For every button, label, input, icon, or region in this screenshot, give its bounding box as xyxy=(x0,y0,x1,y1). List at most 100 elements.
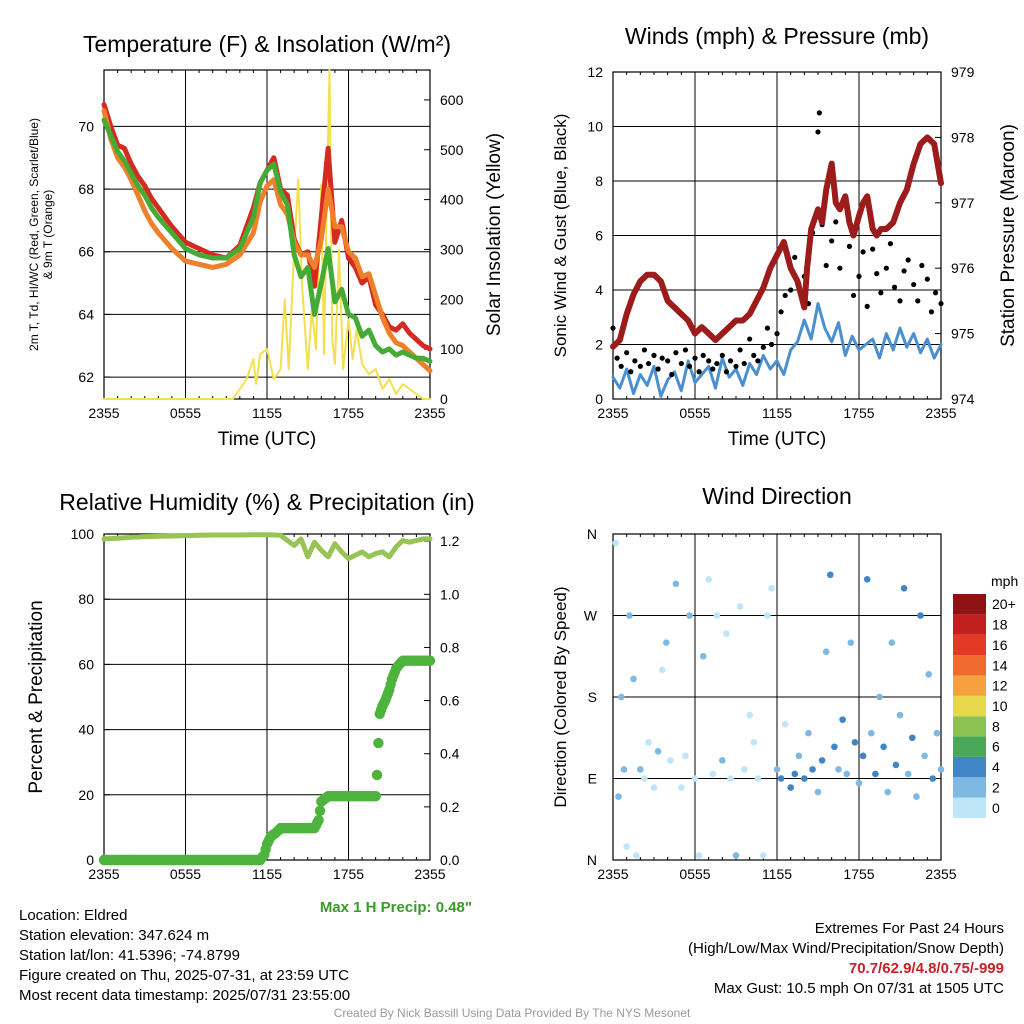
y-tick-label: 68 xyxy=(78,181,94,197)
gust-point xyxy=(723,369,730,375)
x-tick-label: 2355 xyxy=(925,405,956,421)
gust-point xyxy=(760,344,766,350)
wind-direction-point xyxy=(917,612,924,619)
gust-point xyxy=(887,241,894,247)
wind-direction-point xyxy=(855,779,863,787)
x-tick-label: 2355 xyxy=(88,405,119,421)
series-line-sonic-wind xyxy=(611,302,943,398)
wind-direction-point xyxy=(754,775,762,782)
x-tick-label: 1755 xyxy=(333,405,364,421)
y2-tick-label: 0.0 xyxy=(440,852,460,868)
wind-direction-point xyxy=(835,766,842,773)
colorbar-label: 12 xyxy=(992,678,1008,694)
gust-point xyxy=(788,287,794,293)
x-tick-label: 1155 xyxy=(762,866,792,882)
colorbar-label: 18 xyxy=(992,617,1008,633)
wind-direction-point xyxy=(827,571,834,579)
gust-point xyxy=(624,350,630,356)
gust-point xyxy=(686,363,693,369)
gust-point xyxy=(878,290,884,296)
gust-point xyxy=(618,363,624,369)
wind-direction-point xyxy=(781,720,789,728)
wind-direction-point xyxy=(880,743,887,751)
y2-tick-label: 0 xyxy=(440,391,448,407)
gust-point xyxy=(833,219,839,225)
y-tick-label: 0 xyxy=(86,852,94,868)
y-tick-label: 10 xyxy=(587,119,603,135)
x-tick-label: 0555 xyxy=(679,405,710,421)
x-tick-label: 1755 xyxy=(333,866,364,882)
y2-tick-label: 300 xyxy=(440,241,464,257)
wind-direction-point xyxy=(909,734,916,742)
gust-point xyxy=(719,352,725,358)
station-info: Location: Eldred Station elevation: 347.… xyxy=(19,906,350,1006)
wind-direction-point xyxy=(682,752,689,760)
gust-point xyxy=(700,352,706,358)
y2-axis-label: Station Pressure (Maroon) xyxy=(998,124,1019,347)
gust-point xyxy=(860,249,866,255)
y-tick-label: 8 xyxy=(595,173,603,189)
gust-point xyxy=(655,366,661,372)
gust-point xyxy=(710,366,716,372)
colorbar-swatch xyxy=(953,634,986,656)
gust-point xyxy=(792,254,798,260)
gust-point xyxy=(932,290,939,296)
wind-direction-point xyxy=(847,639,855,646)
gust-point xyxy=(870,246,876,252)
y-axis-label: Sonic Wind & Gust (Blue, Black) xyxy=(551,114,570,358)
wind-direction-point xyxy=(645,738,652,746)
wind-direction-point xyxy=(615,793,622,800)
y-tick-label: 80 xyxy=(78,591,94,607)
precip-point xyxy=(370,791,381,802)
wind-direction-point xyxy=(760,852,767,859)
gust-point xyxy=(696,369,702,375)
gust-point xyxy=(733,363,739,369)
x-tick-label: 1155 xyxy=(252,405,282,421)
y-tick-label: 12 xyxy=(587,64,603,80)
gust-point xyxy=(864,303,870,309)
credit-text: Created By Nick Bassill Using Data Provi… xyxy=(333,1006,691,1020)
gust-point xyxy=(706,358,712,364)
y-tick-label: N xyxy=(587,526,597,542)
wind-direction-point xyxy=(777,775,785,782)
max-gust-text: Max Gust: 10.5 mph On 07/31 at 1505 UTC xyxy=(713,980,1004,997)
gust-point xyxy=(815,129,821,135)
wind-direction-point xyxy=(630,675,637,683)
colorbar-label: 20+ xyxy=(992,596,1016,612)
gust-point xyxy=(610,325,616,331)
x-axis-label: Time (UTC) xyxy=(728,429,827,450)
wind-direction-point xyxy=(713,612,721,619)
y-axis-label: Percent & Precipitation xyxy=(26,600,47,793)
wind-direction-point xyxy=(691,775,699,782)
y-axis-label-line2: & 9m T (Orange) xyxy=(41,190,55,280)
gust-point xyxy=(850,292,857,299)
y2-tick-label: 976 xyxy=(951,260,975,276)
gust-point xyxy=(856,273,862,279)
colorbar-swatch xyxy=(953,756,986,778)
y-tick-label: 6 xyxy=(595,228,603,244)
gust-point xyxy=(774,331,780,337)
wind-direction-point xyxy=(672,580,680,588)
wind-direction-point xyxy=(863,575,871,583)
extremes-values: 70.7/62.9/4.8/0.75/-999 xyxy=(848,960,1004,977)
wind-direction-point xyxy=(709,770,717,778)
y-tick-label: 60 xyxy=(78,656,94,672)
y2-tick-label: 200 xyxy=(440,291,464,307)
wind-direction-point xyxy=(929,775,937,782)
humidity-chart: Relative Humidity (%) & Precipitation (i… xyxy=(26,489,475,916)
colorbar-label: 2 xyxy=(992,779,1000,795)
y2-tick-label: 0.8 xyxy=(440,639,460,655)
colorbar-label: 16 xyxy=(992,637,1008,653)
wind-direction-point xyxy=(736,603,744,610)
gust-point xyxy=(659,355,665,361)
colorbar-title: mph xyxy=(991,573,1018,589)
wind-direction-point xyxy=(686,612,693,619)
wind-direction-point xyxy=(695,852,703,859)
gust-point xyxy=(823,262,829,269)
gust-point xyxy=(632,358,638,364)
latlon-text: Station lat/lon: 41.5396; -74.8799 xyxy=(19,947,241,964)
wind-direction-point xyxy=(612,539,620,547)
gust-point xyxy=(874,271,880,277)
y-axis-label: Direction (Colored By Speed) xyxy=(551,586,570,807)
y-tick-label: 70 xyxy=(78,118,94,134)
